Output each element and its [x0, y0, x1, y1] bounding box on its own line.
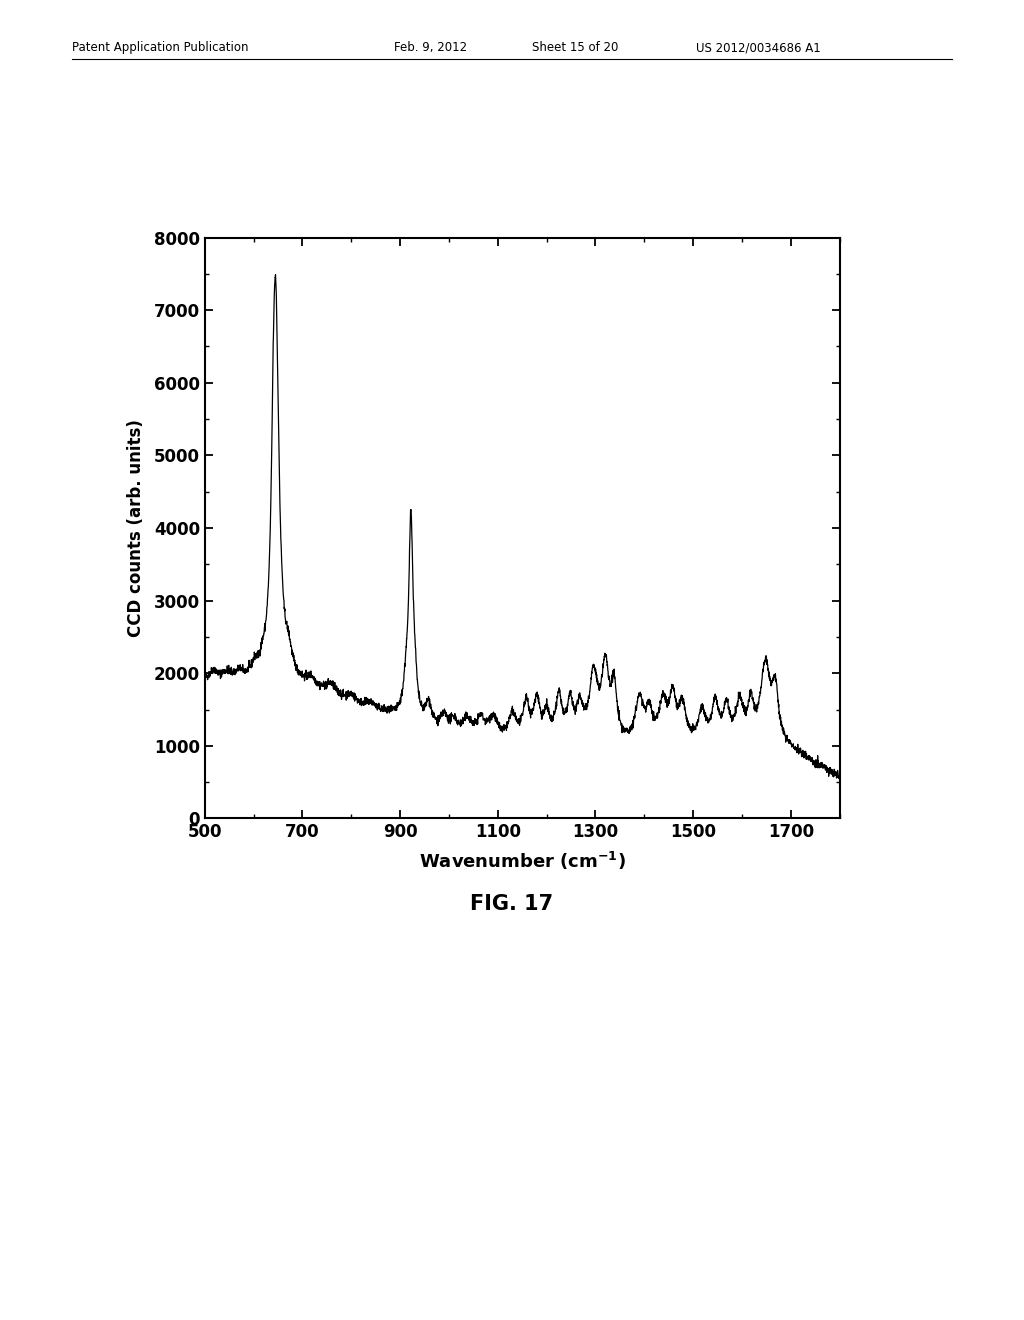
Text: US 2012/0034686 A1: US 2012/0034686 A1 [696, 41, 821, 54]
X-axis label: Wavenumber (cm$\mathbf{^{-1}}$): Wavenumber (cm$\mathbf{^{-1}}$) [419, 850, 626, 871]
Text: Patent Application Publication: Patent Application Publication [72, 41, 248, 54]
Text: Sheet 15 of 20: Sheet 15 of 20 [532, 41, 618, 54]
Text: FIG. 17: FIG. 17 [470, 894, 554, 915]
Y-axis label: CCD counts (arb. units): CCD counts (arb. units) [127, 418, 145, 638]
Text: Feb. 9, 2012: Feb. 9, 2012 [394, 41, 467, 54]
